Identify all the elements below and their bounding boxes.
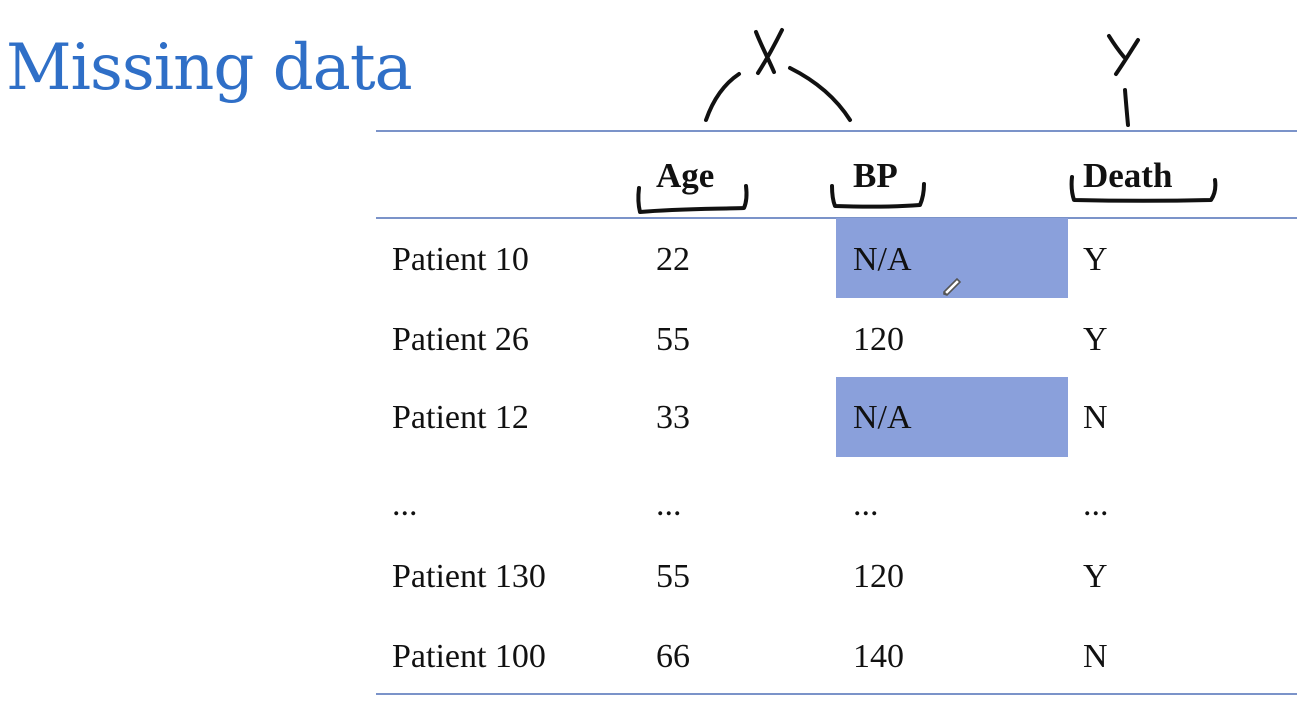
table-row-death: Y — [1083, 558, 1108, 595]
column-header-bp: BP — [853, 156, 898, 195]
table-row-age: ... — [656, 486, 682, 523]
table-top-rule — [376, 130, 1297, 132]
table-row-age: 33 — [656, 399, 690, 436]
column-header-age: Age — [656, 156, 715, 195]
table-row-bp: N/A — [853, 399, 912, 436]
handwritten-x-annotation — [754, 28, 784, 75]
table-row-patient-name: Patient 10 — [392, 241, 529, 278]
table-row-patient-name: Patient 26 — [392, 321, 529, 358]
handwritten-x-arc-left — [704, 72, 741, 122]
table-row-bp: ... — [853, 486, 879, 523]
table-row-death: N — [1083, 399, 1108, 436]
table-row-death: ... — [1083, 486, 1109, 523]
table-row-age: 22 — [656, 241, 690, 278]
handwritten-x-arc-right — [788, 66, 852, 122]
table-bottom-rule — [376, 693, 1297, 695]
missing-bp-highlight-row-2 — [836, 377, 1068, 457]
table-row-bp: N/A — [853, 241, 912, 278]
table-row-death: Y — [1083, 241, 1108, 278]
table-row-patient-name: Patient 100 — [392, 638, 546, 675]
handwritten-y-stem — [1123, 88, 1130, 127]
pencil-icon — [943, 277, 962, 296]
table-row-bp: 120 — [853, 321, 904, 358]
table-row-age: 55 — [656, 558, 690, 595]
table-row-patient-name: ... — [392, 486, 418, 523]
table-row-patient-name: Patient 130 — [392, 558, 546, 595]
column-header-death: Death — [1083, 156, 1173, 195]
table-row-age: 55 — [656, 321, 690, 358]
table-row-death: Y — [1083, 321, 1108, 358]
table-row-bp: 140 — [853, 638, 904, 675]
table-row-death: N — [1083, 638, 1108, 675]
table-row-patient-name: Patient 12 — [392, 399, 529, 436]
table-row-age: 66 — [656, 638, 690, 675]
table-row-bp: 120 — [853, 558, 904, 595]
slide-title: Missing data — [6, 31, 413, 105]
handwritten-y-annotation — [1107, 34, 1140, 76]
